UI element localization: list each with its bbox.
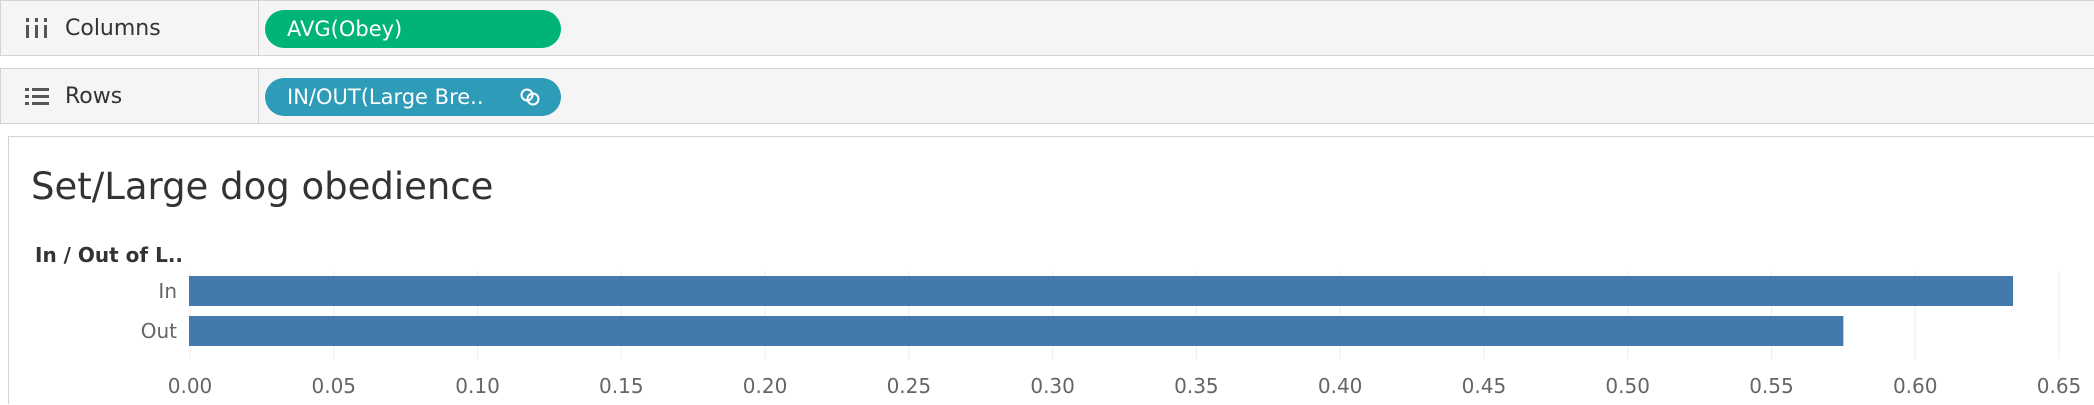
rows-icon (25, 88, 49, 105)
bar-in[interactable] (189, 276, 2013, 306)
rows-pill[interactable]: IN/OUT(Large Bre.. (265, 78, 561, 116)
set-link-icon (520, 88, 540, 106)
rows-label-text: Rows (65, 83, 123, 109)
x-tick-label-1: 0.05 (312, 374, 357, 398)
x-tick-label-3: 0.15 (599, 374, 644, 398)
columns-icon (26, 18, 47, 38)
x-tick-label-12: 0.60 (1893, 374, 1938, 398)
category-label-in: In (158, 279, 177, 303)
bar-chart: In Out 0.00 0.05 0.10 0.15 0.20 0.25 0.30 0.35 0.4… (141, 271, 2082, 398)
x-tick-label-8: 0.40 (1318, 374, 1363, 398)
columns-shelf-label: Columns (1, 1, 259, 55)
bar-out[interactable] (189, 316, 1844, 346)
viz-pane: Set/Large dog obedience In / Out of L.. … (8, 136, 2094, 404)
x-tick-label-0: 0.00 (168, 374, 213, 398)
columns-pill-text: AVG(Obey) (287, 17, 403, 41)
columns-shelf: Columns AVG(Obey) (0, 0, 2094, 56)
rows-pill-text: IN/OUT(Large Bre.. (287, 85, 484, 109)
row-field-header: In / Out of L.. (35, 243, 184, 267)
x-tick-label-5: 0.25 (887, 374, 932, 398)
x-tick-label-13: 0.65 (2037, 374, 2082, 398)
rows-shelf-label: Rows (1, 69, 259, 123)
rows-shelf: Rows IN/OUT(Large Bre.. (0, 68, 2094, 124)
x-tick-label-7: 0.35 (1174, 374, 1219, 398)
chart-title: Set/Large dog obedience (31, 165, 494, 208)
x-tick-label-4: 0.20 (743, 374, 788, 398)
category-label-out: Out (141, 319, 177, 343)
x-tick-label-2: 0.10 (455, 374, 500, 398)
x-tick-label-9: 0.45 (1462, 374, 1507, 398)
x-tick-label-10: 0.50 (1605, 374, 1650, 398)
columns-pill[interactable]: AVG(Obey) (265, 10, 561, 48)
columns-label-text: Columns (65, 15, 161, 41)
x-tick-label-6: 0.30 (1030, 374, 1075, 398)
x-tick-label-11: 0.55 (1749, 374, 1794, 398)
